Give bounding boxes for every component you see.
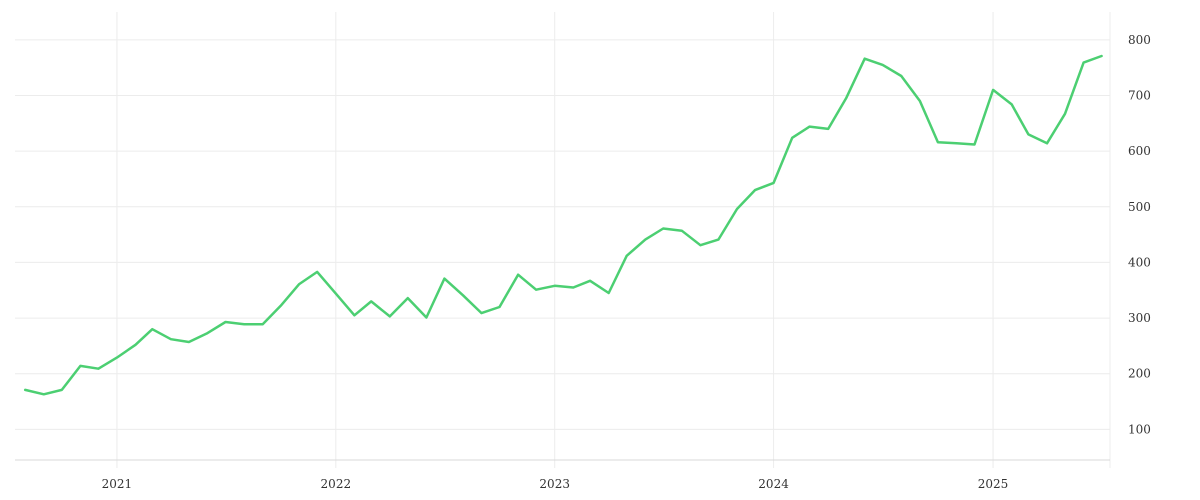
- y-tick-label: 600: [1128, 144, 1151, 158]
- x-tick-label: 2021: [102, 477, 133, 491]
- x-tick-label: 2023: [539, 477, 570, 491]
- series-line: [23, 54, 1103, 396]
- x-axis-ticks: 2021 2022 2023 2024 2025: [102, 477, 1009, 491]
- y-tick-label: 400: [1128, 255, 1151, 269]
- y-tick-label: 800: [1128, 33, 1151, 47]
- vertical-gridlines: [116, 12, 1111, 468]
- series-layer: [23, 54, 1103, 396]
- x-tick-label: 2022: [321, 477, 352, 491]
- y-tick-label: 700: [1128, 88, 1151, 102]
- y-axis-ticks: 100 200 300 400 500 600 700 800: [1128, 33, 1151, 437]
- y-tick-label: 100: [1128, 422, 1151, 436]
- x-tick-label: 2024: [758, 477, 789, 491]
- y-tick-label: 300: [1128, 311, 1151, 325]
- y-tick-label: 500: [1128, 200, 1151, 214]
- x-tick-label: 2025: [978, 477, 1009, 491]
- horizontal-gridlines: [15, 39, 1110, 430]
- y-tick-label: 200: [1128, 367, 1151, 381]
